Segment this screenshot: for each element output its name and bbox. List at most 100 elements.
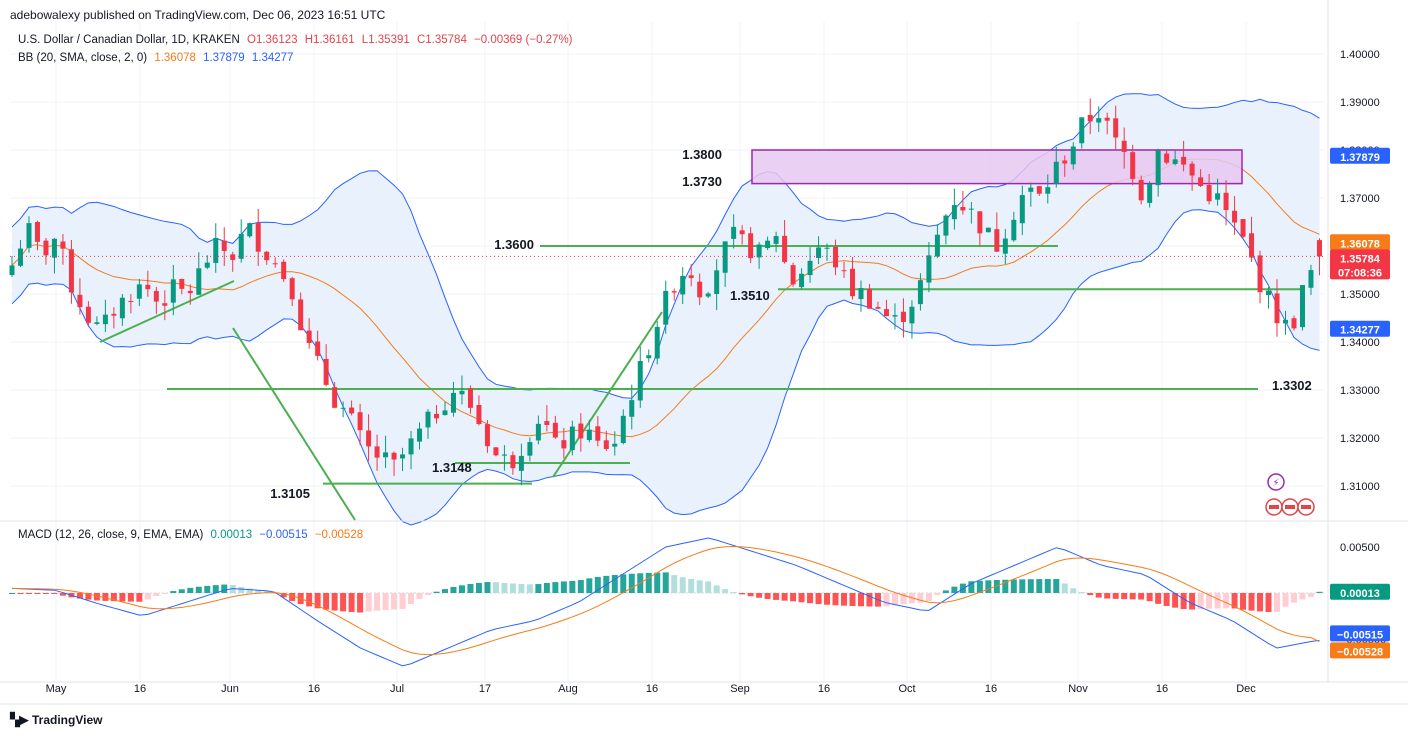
bb-upper-price-tag-text: 1.37879 [1340,152,1380,164]
candle-body [9,265,15,276]
macd-histogram-bar [85,593,92,600]
candle-body [799,273,805,288]
candle-body [1130,152,1136,179]
candle-body [1181,156,1187,165]
candle-body [119,297,125,319]
macd-histogram-bar [212,585,219,593]
macd-histogram-bar [263,590,270,593]
macd-histogram-bar [153,593,160,597]
candle-body [1274,293,1280,324]
candle-body [917,280,923,305]
candle-body [1299,285,1305,328]
macd-label[interactable]: MACD (12, 26, close, 9, EMA, EMA) [18,529,204,541]
macd-histogram-bar [408,593,415,605]
macd-histogram-bar [705,581,712,593]
candle-body [1147,184,1153,203]
candle-body [340,407,346,409]
candle-body [960,206,966,211]
candle-body [153,290,159,302]
macd-histogram-bar [348,593,355,612]
symbol-name[interactable]: U.S. Dollar / Canadian Dollar, 1D, KRAKE… [18,34,240,46]
macd-histogram-bar [1104,593,1111,599]
candle-body [739,230,745,235]
candle-body [807,260,813,276]
last-price-tag-text: 1.35784 [1340,253,1381,265]
macd-line-tag: −0.00515 [1330,625,1390,642]
candle-body [1189,163,1195,176]
macd-histogram-bar [357,593,364,613]
macd-histogram-bar [628,573,635,593]
candle-body [51,238,57,258]
time-tick-label: 16 [646,683,658,695]
time-tick-label: Nov [1068,683,1088,695]
time-tick-label: Jul [390,683,404,695]
macd-histogram-bar [289,593,296,602]
lightning-glyph: ⚡ [1272,478,1279,489]
macd-histogram-bar [976,580,983,593]
macd-histogram-bar [34,593,41,594]
candle-body [187,290,193,294]
candle-body [85,306,91,323]
candle-body [578,423,584,439]
macd-histogram-bar [730,592,737,594]
candle-body [255,222,261,252]
candle-body [1164,153,1170,163]
level-label-1-3510: 1.3510 [730,288,770,303]
macd-histogram-bar [586,578,593,593]
candle-body [909,306,915,324]
macd-histogram-bar [620,574,627,593]
price-tick-label: 1.33000 [1340,385,1380,397]
candle-body [1070,146,1076,165]
macd-line-tag-box [1330,625,1390,642]
candle-body [943,215,949,236]
ohlc-open: O1.36123 [247,34,298,46]
tradingview-footer[interactable]: ▚▶ TradingView [10,712,102,728]
macd-histogram-bar [1019,579,1026,593]
candle-body [221,240,227,251]
candle-body [1113,118,1119,138]
macd-histogram-bar [25,593,32,594]
macd-histogram-bar [790,593,797,602]
candle-body [858,288,864,300]
macd-histogram-bar [1053,578,1060,593]
candle-body [476,405,482,425]
candle-body [349,407,355,414]
macd-histogram-bar [696,580,703,593]
candle-body [323,358,329,385]
level-label-1-3600: 1.3600 [494,237,534,252]
candle-body [179,278,185,289]
candle-body [298,299,304,331]
candle-body [238,233,244,259]
macd-histogram-bar [280,593,287,598]
macd-histogram-bar [509,583,516,593]
macd-histogram-bar [739,593,746,595]
price-axis: 1.400001.390001.380001.370001.360001.350… [1330,49,1390,659]
macd-histogram-bar [679,577,686,593]
bb-label[interactable]: BB (20, SMA, close, 2, 0) [18,52,148,64]
time-tick-label: Sep [730,683,750,695]
candle-body [934,234,940,257]
macd-histogram-bar [1010,579,1017,593]
flag-stripe [1269,505,1279,509]
macd-histogram-bar [798,593,805,603]
macd-histogram-bar [815,593,822,605]
macd-histogram-bar [433,591,440,593]
candle-body [60,241,66,249]
time-tick-label: 16 [818,683,830,695]
price-tick-label: 1.39000 [1340,97,1380,109]
candle-body [680,275,686,295]
macd-histogram-bar [518,583,525,593]
macd-histogram-bar [76,593,83,599]
macd-histogram-bar [671,575,678,593]
bb-lower-line [11,209,1320,526]
candle-body [603,440,609,449]
macd-histogram-bar [1172,593,1179,608]
candle-body [1096,118,1102,123]
time-tick-label: 16 [1156,683,1168,695]
candle-body [841,270,847,272]
macd-histogram-bar [187,587,194,593]
macd-histogram-bar [1231,593,1238,609]
level-label-1-3302: 1.3302 [1272,378,1312,393]
